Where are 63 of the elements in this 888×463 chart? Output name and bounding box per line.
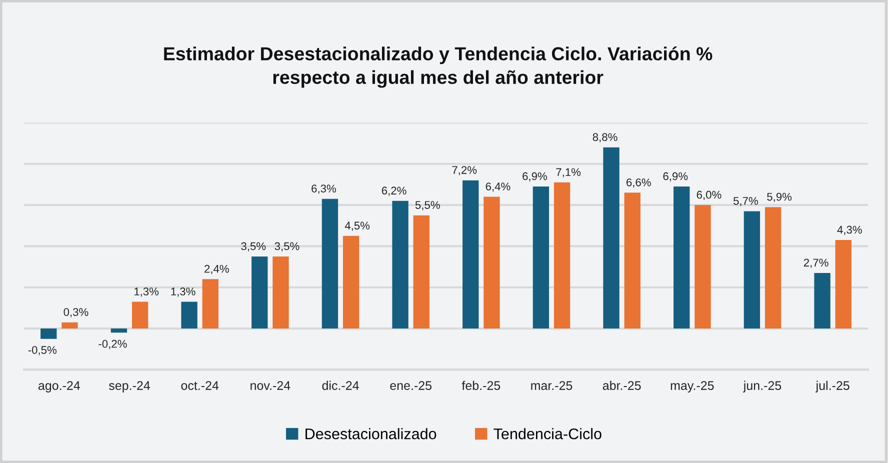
- bar: [624, 192, 640, 329]
- chart-title: Estimador Desestacionalizado y Tendencia Ciclo. Variación % respecto a igual mes del año anterior: [164, 46, 712, 88]
- data-label: 8,8%: [592, 133, 618, 142]
- data-label: 7,2%: [452, 166, 477, 176]
- x-tick-label: feb.-25: [462, 380, 500, 390]
- bar: [554, 182, 570, 329]
- bar: [694, 205, 711, 329]
- data-label: 6,9%: [663, 172, 688, 182]
- data-label: 6,2%: [382, 186, 406, 196]
- x-tick-label: nov.-24: [250, 381, 290, 390]
- data-label: -0,2%: [98, 340, 127, 350]
- data-label: 0,3%: [64, 308, 88, 318]
- data-label: 4,5%: [344, 222, 370, 231]
- data-label: 6,3%: [312, 184, 336, 194]
- x-tick-label: jun.-25: [743, 380, 782, 392]
- bar: [62, 322, 78, 329]
- data-label: 2,7%: [804, 258, 828, 268]
- data-label: 5,5%: [415, 201, 440, 210]
- data-label: 4,3%: [837, 226, 862, 235]
- data-label: 6,4%: [486, 182, 510, 192]
- data-label: 1,3%: [134, 288, 159, 297]
- data-label: 5,7%: [733, 197, 758, 206]
- x-tick-label: abr.-25: [602, 380, 641, 390]
- bar: [342, 236, 360, 329]
- bar: [744, 211, 760, 329]
- x-tick-label: oct.-24: [181, 381, 219, 390]
- bar: [252, 256, 268, 329]
- bar: [413, 215, 430, 329]
- data-label: 3,5%: [241, 242, 266, 252]
- x-tick-label: dic.-24: [322, 380, 359, 390]
- data-label: 1,3%: [171, 288, 196, 297]
- x-tick-label: may.-25: [670, 381, 714, 392]
- x-tick-label: ene.-25: [390, 381, 432, 390]
- bar: [40, 328, 57, 339]
- bar: [764, 207, 782, 329]
- bar: [322, 198, 338, 329]
- bar: [603, 147, 620, 329]
- data-label: -0,5%: [28, 346, 56, 356]
- legend-label: Desestacionalizado: [306, 428, 436, 440]
- bar: [532, 186, 550, 329]
- bar: [110, 328, 128, 333]
- bar: [462, 180, 479, 329]
- bar: [392, 200, 408, 329]
- data-label: 6,6%: [626, 178, 651, 188]
- x-tick-label: ago.-24: [38, 381, 80, 392]
- bar: [484, 196, 500, 329]
- bar: [674, 186, 690, 329]
- data-label: 2,4%: [204, 264, 229, 274]
- x-tick-label: jul.-25: [816, 380, 850, 392]
- bar: [132, 302, 148, 329]
- x-tick-label: mar.-25: [531, 381, 572, 390]
- x-tick-label: sep.-24: [109, 381, 150, 392]
- data-label: 7,1%: [556, 168, 581, 178]
- data-label: 6,0%: [696, 190, 722, 200]
- data-label: 3,5%: [274, 242, 300, 252]
- bar: [814, 272, 830, 329]
- bar: [202, 279, 218, 329]
- bar: [835, 240, 852, 329]
- bar: [272, 256, 289, 329]
- data-label: 5,9%: [767, 192, 792, 202]
- legend-label: Tendencia-Ciclo: [494, 428, 602, 440]
- data-label: 6,9%: [522, 172, 547, 182]
- bar: [181, 302, 198, 329]
